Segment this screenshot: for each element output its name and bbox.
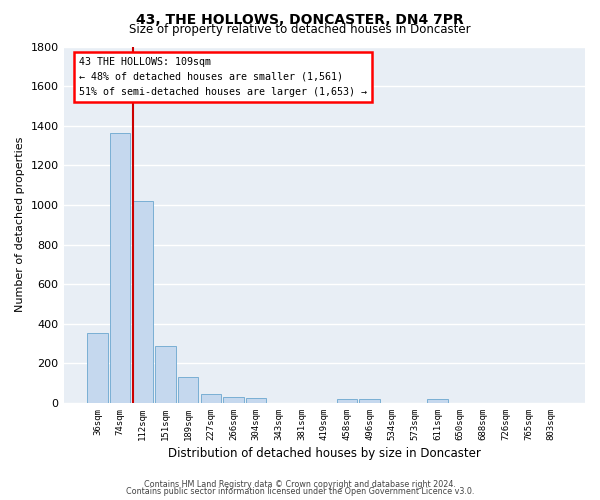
Bar xyxy=(337,399,357,403)
Bar xyxy=(223,397,244,403)
Text: Contains HM Land Registry data © Crown copyright and database right 2024.: Contains HM Land Registry data © Crown c… xyxy=(144,480,456,489)
Bar xyxy=(200,394,221,403)
Text: 43 THE HOLLOWS: 109sqm
← 48% of detached houses are smaller (1,561)
51% of semi-: 43 THE HOLLOWS: 109sqm ← 48% of detached… xyxy=(79,57,367,97)
Y-axis label: Number of detached properties: Number of detached properties xyxy=(15,137,25,312)
Bar xyxy=(178,377,199,403)
Bar xyxy=(133,201,153,403)
Bar xyxy=(155,346,176,403)
Text: Contains public sector information licensed under the Open Government Licence v3: Contains public sector information licen… xyxy=(126,487,474,496)
Bar xyxy=(246,398,266,403)
Bar xyxy=(87,332,107,403)
Bar xyxy=(359,399,380,403)
Text: Size of property relative to detached houses in Doncaster: Size of property relative to detached ho… xyxy=(129,22,471,36)
Text: 43, THE HOLLOWS, DONCASTER, DN4 7PR: 43, THE HOLLOWS, DONCASTER, DN4 7PR xyxy=(136,12,464,26)
Bar xyxy=(110,132,130,403)
Bar xyxy=(427,399,448,403)
X-axis label: Distribution of detached houses by size in Doncaster: Distribution of detached houses by size … xyxy=(168,447,481,460)
